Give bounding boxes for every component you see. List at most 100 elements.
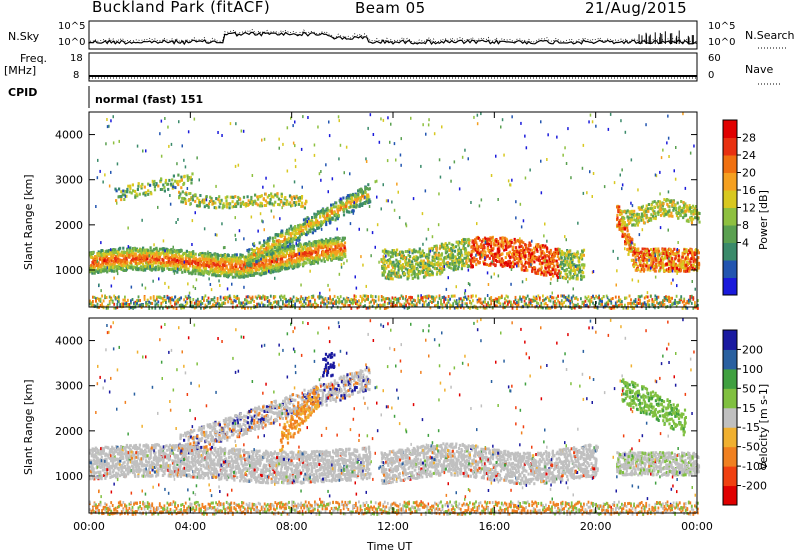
data-cell <box>299 243 302 247</box>
data-cell <box>425 253 428 257</box>
data-cell <box>441 245 444 249</box>
data-cell <box>251 270 254 274</box>
data-cell <box>269 258 272 262</box>
data-cell <box>339 243 343 247</box>
data-cell <box>329 221 332 225</box>
data-cell <box>284 196 287 199</box>
data-cell <box>198 257 201 261</box>
data-cell <box>506 252 509 256</box>
data-cell <box>190 252 193 256</box>
data-cell <box>659 262 662 266</box>
data-cell <box>192 194 195 198</box>
data-cell <box>314 218 318 222</box>
data-cell <box>471 265 474 269</box>
data-cell <box>184 199 187 203</box>
data-cell <box>142 192 145 196</box>
data-cell <box>329 248 332 252</box>
data-cell <box>175 255 179 259</box>
data-cell <box>247 199 250 203</box>
data-cell <box>93 271 96 275</box>
data-cell <box>399 260 402 264</box>
data-cell <box>326 241 330 245</box>
data-cell <box>460 251 463 255</box>
data-cell <box>338 244 341 248</box>
data-cell <box>554 272 557 275</box>
data-cell <box>420 251 423 255</box>
data-cell <box>472 240 475 244</box>
data-cell <box>448 241 451 245</box>
data-cell <box>100 249 103 252</box>
data-cell <box>192 250 195 254</box>
data-cell <box>580 274 583 278</box>
data-cell <box>440 242 443 246</box>
data-cell <box>272 244 276 248</box>
data-cell <box>307 248 310 252</box>
scatter-point <box>175 221 177 224</box>
data-cell <box>265 257 268 261</box>
data-cell <box>446 255 449 259</box>
data-cell <box>280 263 283 267</box>
data-cell <box>412 271 415 275</box>
data-cell <box>359 196 362 199</box>
data-cell <box>299 199 302 203</box>
data-cell <box>175 266 178 270</box>
data-cell <box>414 258 417 262</box>
scatter-point <box>224 254 227 257</box>
data-cell <box>108 252 111 256</box>
data-cell <box>450 256 453 259</box>
data-cell <box>284 238 287 242</box>
data-cell <box>274 259 277 263</box>
data-cell <box>401 251 405 255</box>
data-cell <box>301 201 304 205</box>
data-cell <box>106 270 109 274</box>
data-cell <box>403 256 406 260</box>
data-cell <box>111 265 115 269</box>
data-cell <box>439 244 442 248</box>
data-cell <box>625 242 628 246</box>
data-cell <box>538 259 542 262</box>
data-cell <box>274 266 277 269</box>
data-cell <box>647 209 650 213</box>
data-cell <box>187 254 190 257</box>
data-cell <box>218 264 221 268</box>
data-cell <box>427 271 430 275</box>
data-cell <box>217 265 220 269</box>
data-cell <box>155 251 158 255</box>
data-cell <box>147 182 150 186</box>
data-cell <box>128 261 131 265</box>
data-cell <box>123 198 126 201</box>
data-cell <box>127 184 130 188</box>
data-cell <box>265 253 268 256</box>
data-cell <box>399 275 403 279</box>
data-cell <box>562 264 565 268</box>
data-cell <box>425 265 428 269</box>
data-cell <box>582 253 585 257</box>
data-cell <box>122 246 125 250</box>
data-cell <box>308 222 311 226</box>
data-cell <box>299 257 302 261</box>
data-cell <box>316 212 320 216</box>
data-cell <box>664 247 667 251</box>
data-cell <box>267 237 270 241</box>
data-cell <box>153 267 156 271</box>
data-cell <box>108 266 111 270</box>
data-cell <box>126 251 129 255</box>
scatter-point <box>516 264 518 268</box>
data-cell <box>439 272 442 275</box>
data-cell <box>483 262 486 266</box>
data-cell <box>406 268 409 272</box>
data-cell <box>301 262 305 266</box>
data-cell <box>212 257 215 261</box>
data-cell <box>194 262 197 266</box>
scatter-point <box>547 133 549 137</box>
data-cell <box>434 267 437 271</box>
data-cell <box>230 265 233 269</box>
data-cell <box>257 259 260 263</box>
data-cell <box>645 264 648 268</box>
data-cell <box>486 247 489 251</box>
data-cell <box>324 239 328 243</box>
data-cell <box>246 274 249 278</box>
data-cell <box>402 266 405 270</box>
data-cell <box>403 272 406 276</box>
data-cell <box>266 263 269 267</box>
